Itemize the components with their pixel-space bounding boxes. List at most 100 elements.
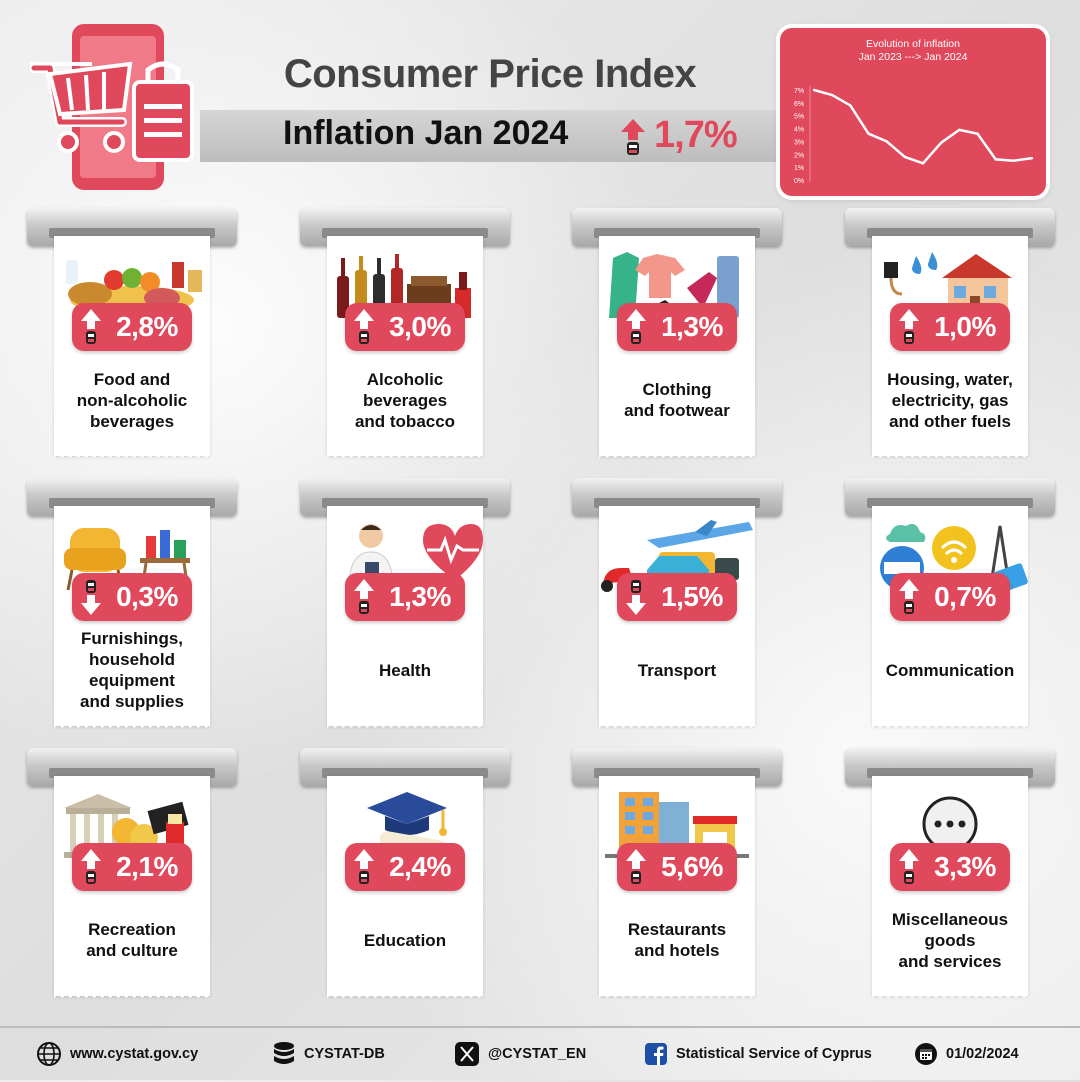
footer-database[interactable]: CYSTAT-DB [272,1042,385,1066]
inflation-point [976,132,979,135]
clothing-icon [609,252,739,320]
footer-twitter-text: @CYSTAT_EN [488,1046,587,1062]
category-value: 5,6% [661,851,723,882]
chart-title-line2: Jan 2023 ---> Jan 2024 [858,51,968,63]
footer-facebook-text: Statistical Service of Cyprus [676,1046,872,1062]
slot-opening [867,768,1033,778]
category-value-badge: 2,8% [72,303,192,351]
category-value-badge: 1,3% [345,573,465,621]
headline-inflation-value: 1,7% [654,114,738,156]
category-card: 2,8% Food and non-alcoholic beverages [27,208,237,468]
inflation-series-line [813,88,1033,165]
category-card: 3,0% Alcoholic beverages and tobacco [300,208,510,468]
category-card: 1,0% Housing, water, electricity, gas and… [845,208,1055,468]
category-value: 2,1% [116,851,178,882]
chart-title-line1: Evolution of inflation [866,38,960,50]
category-value: 2,4% [389,851,451,882]
inflation-point [1030,156,1034,160]
inflation-point [994,158,997,161]
inflation-point [867,132,870,135]
inflation-point [885,140,888,143]
receipt-edge [54,454,210,462]
category-value-badge: 1,0% [890,303,1010,351]
category-card: 3,3% Miscellaneous goods and services [845,748,1055,1008]
arrow-up-icon [626,849,646,884]
y-tick-label: 5% [794,114,804,121]
receipt-edge [872,994,1028,1002]
category-value-badge: 1,5% [617,573,737,621]
category-label: Communication [885,660,1015,680]
slot-opening [49,498,215,508]
arrow-up-icon [81,309,101,344]
category-value-badge: 2,1% [72,843,192,891]
category-card: 0,3% Furnishings, household equipment and… [27,478,237,738]
arrow-up-icon [354,309,374,344]
inflation-point [921,162,925,165]
category-card: 1,3% Health [300,478,510,738]
receipt-edge [54,994,210,1002]
arrow-up-icon [626,309,646,344]
receipt-edge [599,454,755,462]
inflation-point [958,128,961,132]
category-card: 2,1% Recreation and culture [27,748,237,1008]
receipt-edge [872,454,1028,462]
category-value: 2,8% [116,311,178,342]
arrow-up-icon [354,579,374,614]
category-value-badge: 0,7% [890,573,1010,621]
category-value-badge: 1,3% [617,303,737,351]
category-card: 1,3% Clothing and footwear [572,208,782,468]
category-value-badge: 3,0% [345,303,465,351]
receipt-edge [54,724,210,732]
category-value: 0,7% [934,581,996,612]
category-value: 1,3% [389,581,451,612]
receipt-edge [599,724,755,732]
headline-subtitle: Inflation Jan 2024 [283,114,569,152]
globe-icon [37,1042,61,1066]
receipt-edge [327,724,483,732]
footer [0,1026,1080,1082]
slot-opening [322,768,488,778]
page-title: Consumer Price Index [283,52,697,96]
chart-plot: 7% 6% 5% 4% 3% 2% 1% 0% [794,86,1034,185]
category-value: 1,5% [661,581,723,612]
category-label: Education [363,930,447,950]
category-value: 3,3% [934,851,996,882]
footer-date-text: 01/02/2024 [946,1046,1019,1062]
calendar-icon [915,1043,937,1065]
footer-date: 01/02/2024 [914,1042,1019,1066]
category-label: Transport [637,660,717,680]
thermometer-up-icon [621,119,645,155]
category-value-badge: 5,6% [617,843,737,891]
chart-title: Evolution of inflation Jan 2023 ---> Jan… [780,38,1046,64]
arrow-up-icon [899,309,919,344]
category-card: 1,5% Transport [572,478,782,738]
y-tick-label: 2% [794,152,804,159]
category-value: 1,0% [934,311,996,342]
category-value-badge: 0,3% [72,573,192,621]
y-tick-label: 7% [794,88,804,95]
arrow-up-icon [81,849,101,884]
category-value: 3,0% [389,311,451,342]
category-card: 5,6% Restaurants and hotels [572,748,782,1008]
slot-opening [322,228,488,238]
category-value-badge: 2,4% [345,843,465,891]
category-card: 2,4% Education [300,748,510,1008]
y-tick-label: 4% [794,127,804,134]
receipt-edge [872,724,1028,732]
arrow-down-icon [81,580,101,615]
category-label: Housing, water, electricity, gas and oth… [887,369,1013,431]
receipt-edge [327,454,483,462]
category-value: 0,3% [116,581,178,612]
inflation-point [812,88,816,92]
slot-opening [594,498,760,508]
headline-band [200,110,780,162]
category-card: 0,7% Communication [845,478,1055,738]
armchair-icon [64,528,190,591]
footer-twitter[interactable]: @CYSTAT_EN [454,1042,586,1066]
inflation-point [903,155,907,159]
footer-website[interactable]: www.cystat.gov.cy [36,1042,198,1066]
arrow-up-icon [899,579,919,614]
footer-facebook[interactable]: Statistical Service of Cyprus [644,1042,872,1066]
category-label: Alcoholic beverages and tobacco [354,369,456,431]
database-icon [274,1042,294,1064]
